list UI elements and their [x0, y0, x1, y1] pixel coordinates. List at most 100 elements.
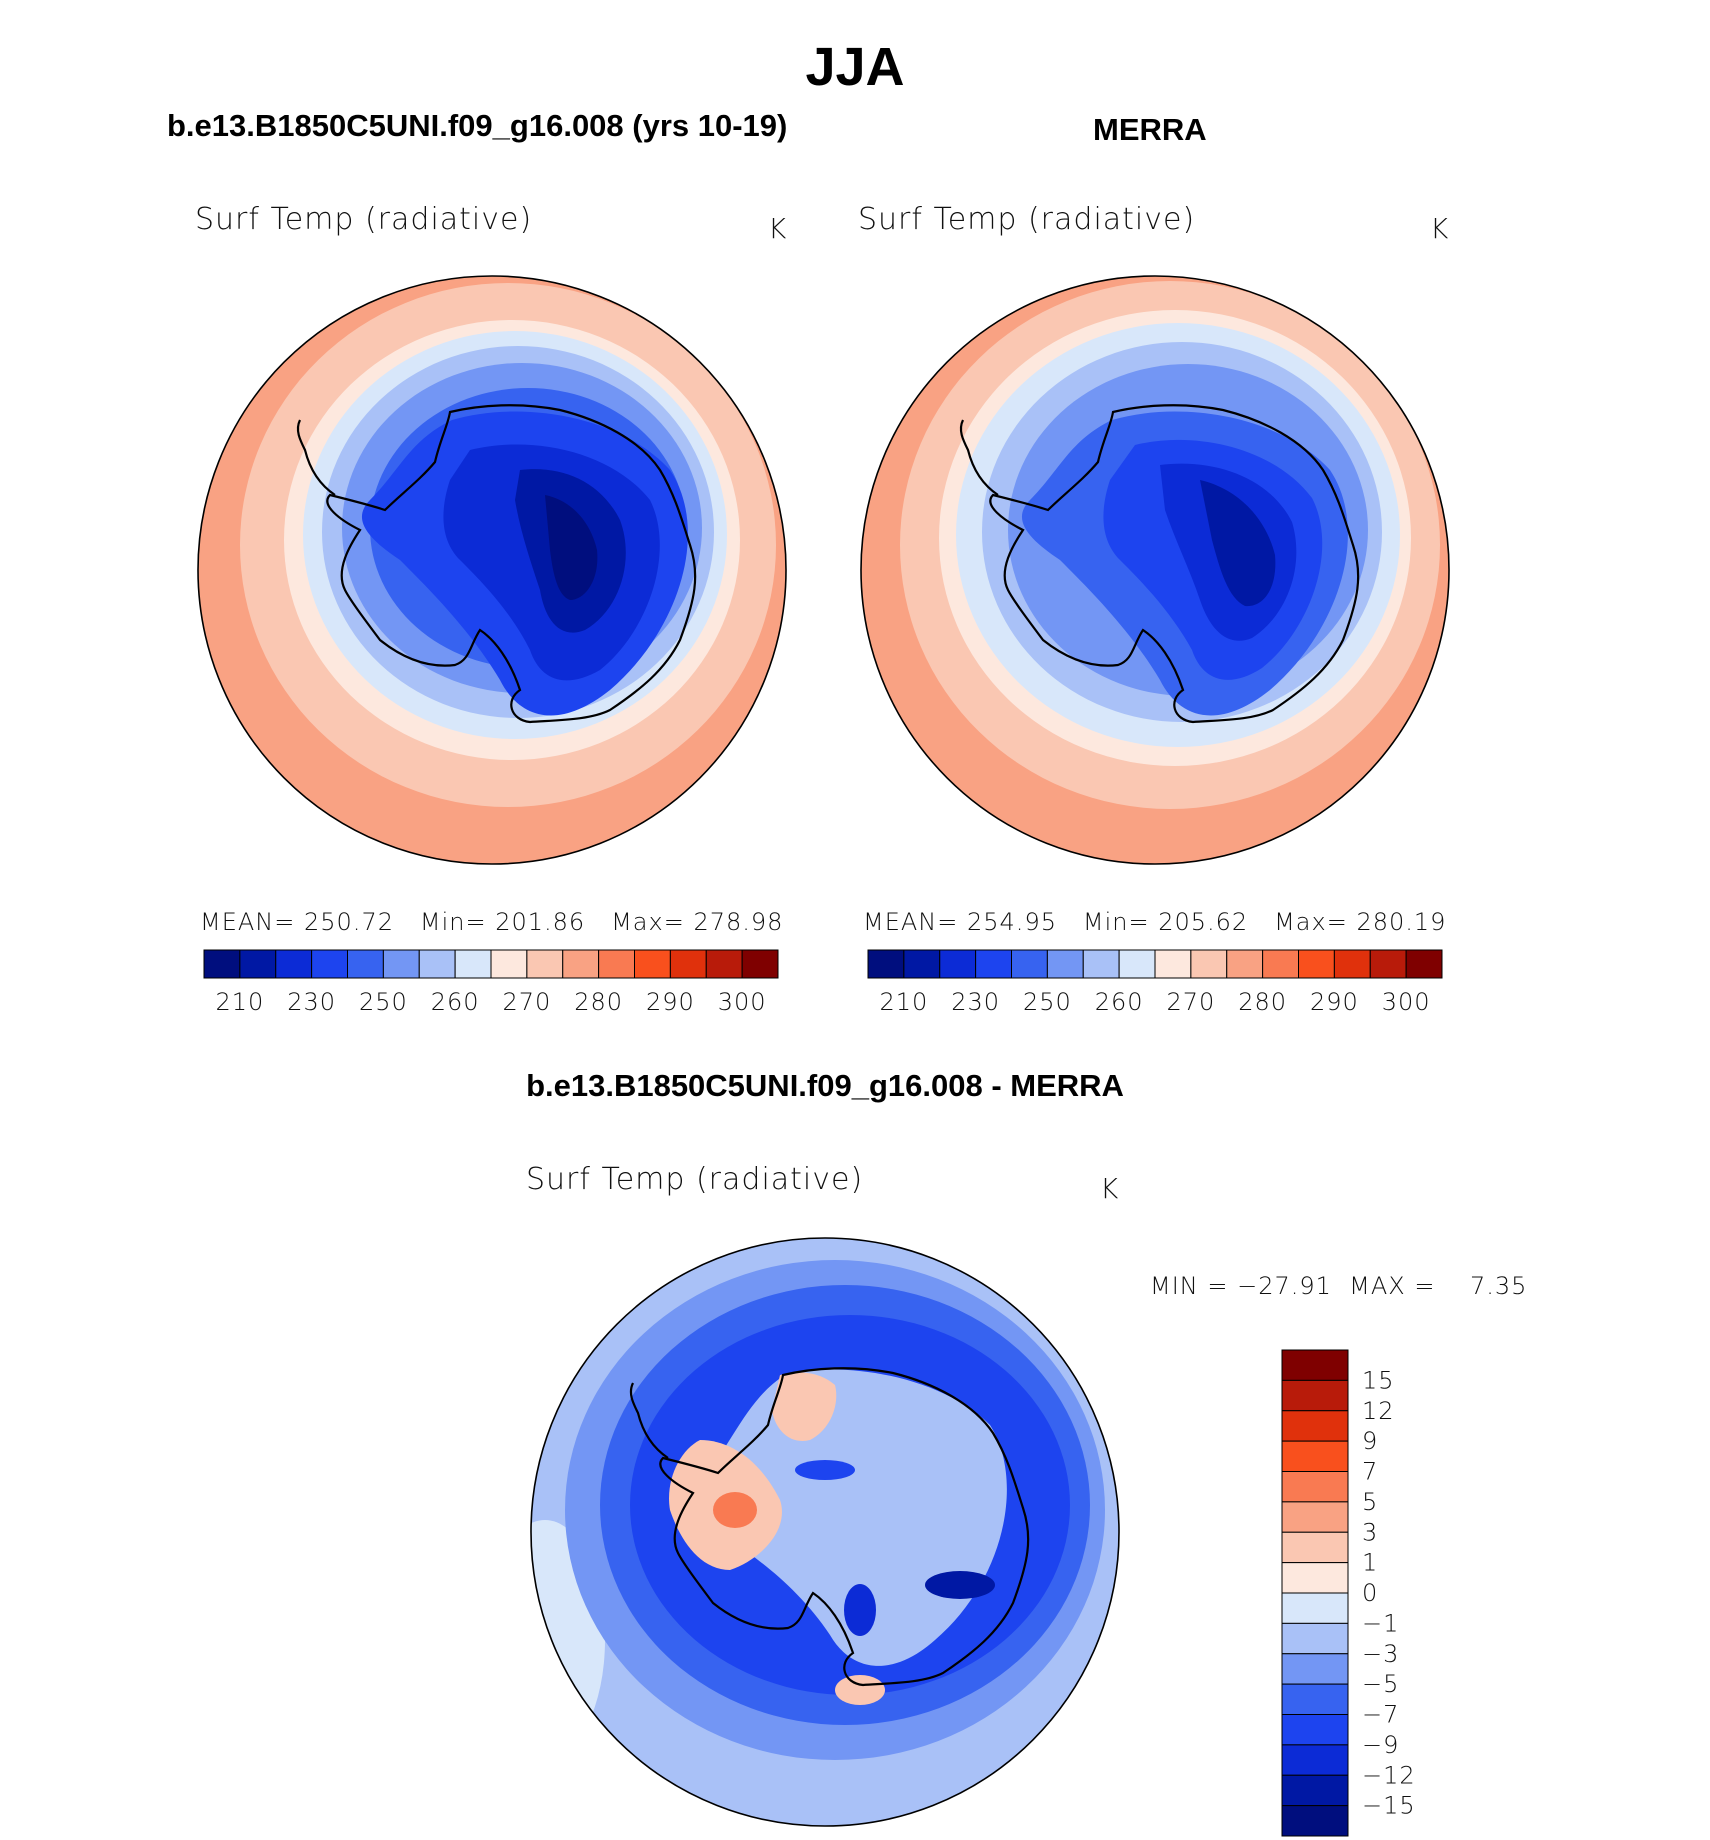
difference-colorbar-tick-label: −3 [1362, 1640, 1399, 1668]
difference-colorbar: 15 129 753 10−1 −3−5 −7−9−12 −15 [1281, 1349, 1416, 1837]
obs-colorbar-box [1333, 949, 1371, 979]
obs-max-label: Max= [1274, 908, 1348, 936]
obs-colorbar-tick-label: 260 [1095, 988, 1144, 1016]
obs-antarctica-coastline [989, 404, 1360, 724]
difference-colorbar-box [1281, 1501, 1349, 1533]
model-antarctica-coastline [326, 404, 697, 724]
model-colorbar-tick-label: 280 [574, 988, 623, 1016]
difference-colorbar-box [1281, 1531, 1349, 1564]
difference-colorbar-box [1281, 1471, 1349, 1503]
difference-colorbar-box [1281, 1653, 1349, 1685]
model-colorbar-box [418, 949, 456, 979]
difference-colorbar-box [1281, 1349, 1349, 1381]
obs-colorbar-box [903, 949, 941, 979]
model-colorbar-box [634, 949, 671, 979]
diff-antarctica-coastline [659, 1367, 1030, 1687]
model-colorbar-box [382, 949, 420, 979]
model-colorbar-tick-label: 290 [646, 988, 695, 1016]
difference-colorbar-box [1281, 1622, 1349, 1655]
difference-panel-heading: b.e13.B1850C5UNI.f09_g16.008 - MERRA [526, 1068, 1124, 1103]
obs-colorbar-box [1046, 949, 1084, 979]
obs-map-boundary [860, 275, 1450, 865]
obs-colorbar-box [1226, 949, 1264, 979]
model-colorbar-box [669, 949, 707, 979]
model-colorbar-box [239, 949, 277, 979]
model-colorbar-box [741, 949, 779, 979]
obs-colorbar-tick-label: 210 [879, 988, 928, 1016]
obs-colorbar-box [1190, 949, 1228, 979]
difference-colorbar-tick-label: −9 [1362, 1731, 1399, 1759]
difference-colorbar-tick-label: 7 [1362, 1458, 1378, 1486]
model-map-boundary [197, 275, 787, 865]
obs-colorbar-tick-label: 300 [1382, 988, 1431, 1016]
model-units: K [768, 212, 788, 245]
model-colorbar-tick-label: 210 [215, 988, 264, 1016]
difference-colorbar-tick-label: 0 [1362, 1579, 1378, 1607]
model-colorbar-box [490, 949, 528, 979]
model-field-title: Surf Temp (radiative) [195, 202, 533, 237]
difference-polar-map [530, 1237, 1120, 1827]
diff-warm-south [835, 1675, 885, 1705]
obs-colorbar: 210 230 250 260 270 280 290 300 [867, 949, 1443, 1016]
obs-colorbar-box [1154, 949, 1192, 979]
obs-min-value: 205.62 [1158, 908, 1249, 936]
obs-peninsula-coastline [959, 419, 999, 496]
obs-colorbar-box [1262, 949, 1299, 979]
model-colorbar-box [598, 949, 635, 979]
difference-colorbar-box [1281, 1714, 1349, 1746]
model-colorbar-box [275, 949, 313, 979]
diff-patch-warm-ne [985, 1238, 1119, 1310]
obs-stats: MEAN= 254.95 Min= 205.62 Max= 280.19 [863, 908, 1446, 936]
difference-colorbar-tick-label: −1 [1362, 1609, 1399, 1637]
model-max-value: 278.98 [693, 908, 784, 936]
model-colorbar-box [526, 949, 564, 979]
obs-mean-value: 254.95 [967, 908, 1057, 936]
model-min-label: Min= [419, 908, 487, 936]
difference-colorbar-box [1281, 1440, 1349, 1472]
obs-colorbar-box [939, 949, 977, 979]
difference-colorbar-tick-label: 1 [1362, 1549, 1378, 1577]
obs-colorbar-tick-label: 280 [1238, 988, 1287, 1016]
obs-min-label: Min= [1082, 908, 1150, 936]
obs-colorbar-box [975, 949, 1012, 979]
diff-peninsula-coastline [629, 1382, 669, 1459]
model-stats: MEAN= 250.72 Min= 201.86 Max= 278.98 [200, 908, 783, 936]
obs-colorbar-box [867, 949, 905, 979]
obs-colorbar-tick-label: 230 [951, 988, 1000, 1016]
difference-colorbar-tick-label: −5 [1362, 1670, 1399, 1698]
model-colorbar-tick-label: 270 [502, 988, 551, 1016]
model-mean-label: MEAN= [200, 908, 296, 936]
diff-cold-center [844, 1584, 876, 1636]
model-ice-plateau-core [545, 495, 598, 600]
difference-colorbar-tick-label: 9 [1362, 1427, 1378, 1455]
difference-colorbar-tick-label: −15 [1362, 1792, 1416, 1820]
model-colorbar-box [311, 949, 348, 979]
model-colorbar-box [562, 949, 600, 979]
obs-field-title: Surf Temp (radiative) [858, 202, 1196, 237]
difference-colorbar-box [1281, 1592, 1349, 1624]
difference-colorbar-tick-label: −7 [1362, 1701, 1399, 1729]
difference-colorbar-tick-label: 5 [1362, 1488, 1378, 1516]
model-peninsula-coastline [296, 419, 336, 496]
difference-field-title: Surf Temp (radiative) [526, 1162, 864, 1197]
difference-colorbar-box [1281, 1774, 1349, 1807]
obs-polar-map [860, 275, 1450, 865]
model-mean-value: 250.72 [304, 908, 394, 936]
model-colorbar-box [203, 949, 241, 979]
obs-colorbar-tick-label: 270 [1166, 988, 1215, 1016]
diff-cold-east [925, 1571, 995, 1599]
obs-colorbar-box [1011, 949, 1048, 979]
model-panel-heading: b.e13.B1850C5UNI.f09_g16.008 (yrs 10-19) [167, 108, 788, 143]
diff-warm-spot [713, 1492, 757, 1528]
model-max-label: Max= [611, 908, 685, 936]
obs-panel-heading: MERRA [1093, 112, 1207, 147]
obs-colorbar-box [1298, 949, 1335, 979]
obs-colorbar-tick-label: 290 [1310, 988, 1359, 1016]
model-colorbar: 210 230 250 260 270 280 290 300 [203, 949, 779, 1016]
difference-colorbar-tick-label: −12 [1362, 1761, 1416, 1789]
page-title: JJA [805, 37, 905, 97]
model-colorbar-box [347, 949, 384, 979]
difference-colorbar-box [1281, 1562, 1349, 1594]
diff-interior [691, 1369, 1007, 1666]
